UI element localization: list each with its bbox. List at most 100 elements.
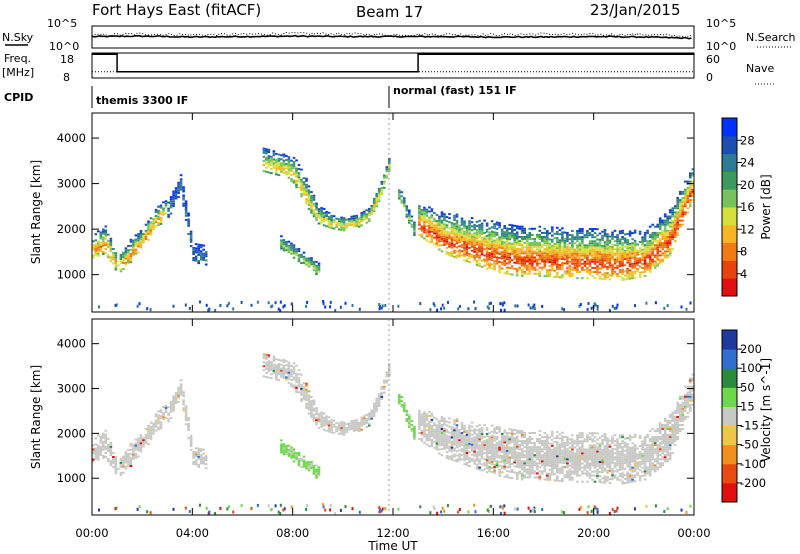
velocity-cell [97,446,100,449]
velocity-cell [450,454,454,457]
velocity-cell [508,466,511,469]
power-cell [576,252,579,255]
power-cell [443,223,446,226]
velocity-cell [588,438,592,441]
velocity-cell [543,462,547,465]
power-cell [666,246,669,249]
velocity-cell [453,433,456,436]
velocity-cell [383,379,386,382]
power-cell [182,196,185,199]
power-cell [508,252,511,255]
velocity-cell [285,451,288,454]
velocity-cell [488,458,491,460]
velocity-cell [563,476,567,479]
power-cell [503,257,506,260]
power-cell [159,204,163,207]
power-cell [671,207,674,210]
power-cell [92,248,95,251]
velocity-cell [478,454,481,457]
power-cell [548,232,552,235]
power-cell [513,253,516,256]
velocity-cell [510,471,514,473]
power-cell [219,303,222,307]
power-cell [272,164,276,167]
velocity-cell [290,365,293,367]
velocity-cell [438,432,441,435]
power-cell [641,256,644,259]
power-cell [453,235,456,238]
power-cell [523,242,526,245]
power-cell [315,264,318,267]
nsky-tick-high: 10^5 [47,17,77,30]
velocity-cell [518,452,521,455]
power-cell [581,228,584,230]
velocity-cell [571,456,574,459]
velocity-cell [272,371,276,374]
velocity-cell [551,448,554,451]
velocity-cell [558,433,562,436]
velocity-cell [104,439,108,442]
power-cell [312,205,316,207]
velocity-cell [104,437,108,440]
power-cell [498,250,501,253]
power-cell [438,228,441,230]
power-cell [129,255,133,258]
power-cell [495,246,499,249]
power-cell [408,209,411,212]
power-cell [465,235,469,238]
power-cell [641,242,644,245]
velocity-cell [493,449,496,452]
velocity-cell [450,426,454,429]
velocity-cell [297,452,301,454]
power-cell [628,230,632,233]
power-cell [322,207,326,210]
velocity-cell [525,448,529,451]
velocity-cell [581,450,584,453]
velocity-cell [182,401,185,404]
velocity-cell [490,448,494,451]
velocity-cell [455,444,459,447]
power-cell [330,220,333,223]
velocity-cell [300,457,303,460]
velocity-cell [488,443,491,446]
power-cell [613,258,617,261]
power-cell [633,252,637,255]
power-cell [596,244,599,247]
power-cell [680,305,683,309]
velocity-cell [523,450,526,453]
velocity-cell [413,432,416,434]
velocity-cell [478,432,481,435]
power-cell [563,258,567,261]
power-cell [510,273,514,276]
velocity-cell [523,446,526,449]
power-cell [558,255,562,258]
velocity-cell [179,393,183,396]
power-cell [297,248,301,250]
velocity-cell [330,425,333,428]
velocity-cell [267,362,271,365]
power-cell [551,238,554,241]
power-cell [588,254,592,257]
velocity-cell [325,419,328,422]
velocity-cell [177,390,180,393]
velocity-cell [563,443,567,446]
power-cell [546,244,549,247]
power-cell [305,200,308,203]
power-cell [460,254,464,257]
velocity-cell [285,360,288,363]
velocity-cell [576,440,579,443]
velocity-cell [606,465,609,468]
power-cell [561,233,564,236]
velocity-cell [586,448,589,451]
power-cell [500,228,504,231]
velocity-cell [515,465,519,468]
power-cell [533,256,537,259]
power-cell [621,229,624,232]
velocity-cell [400,396,404,399]
power-cell [377,200,381,203]
power-cell [676,219,679,222]
power-cell [573,262,577,265]
velocity-cell [405,420,409,423]
velocity-cell [282,358,286,361]
power-cell [631,244,634,247]
